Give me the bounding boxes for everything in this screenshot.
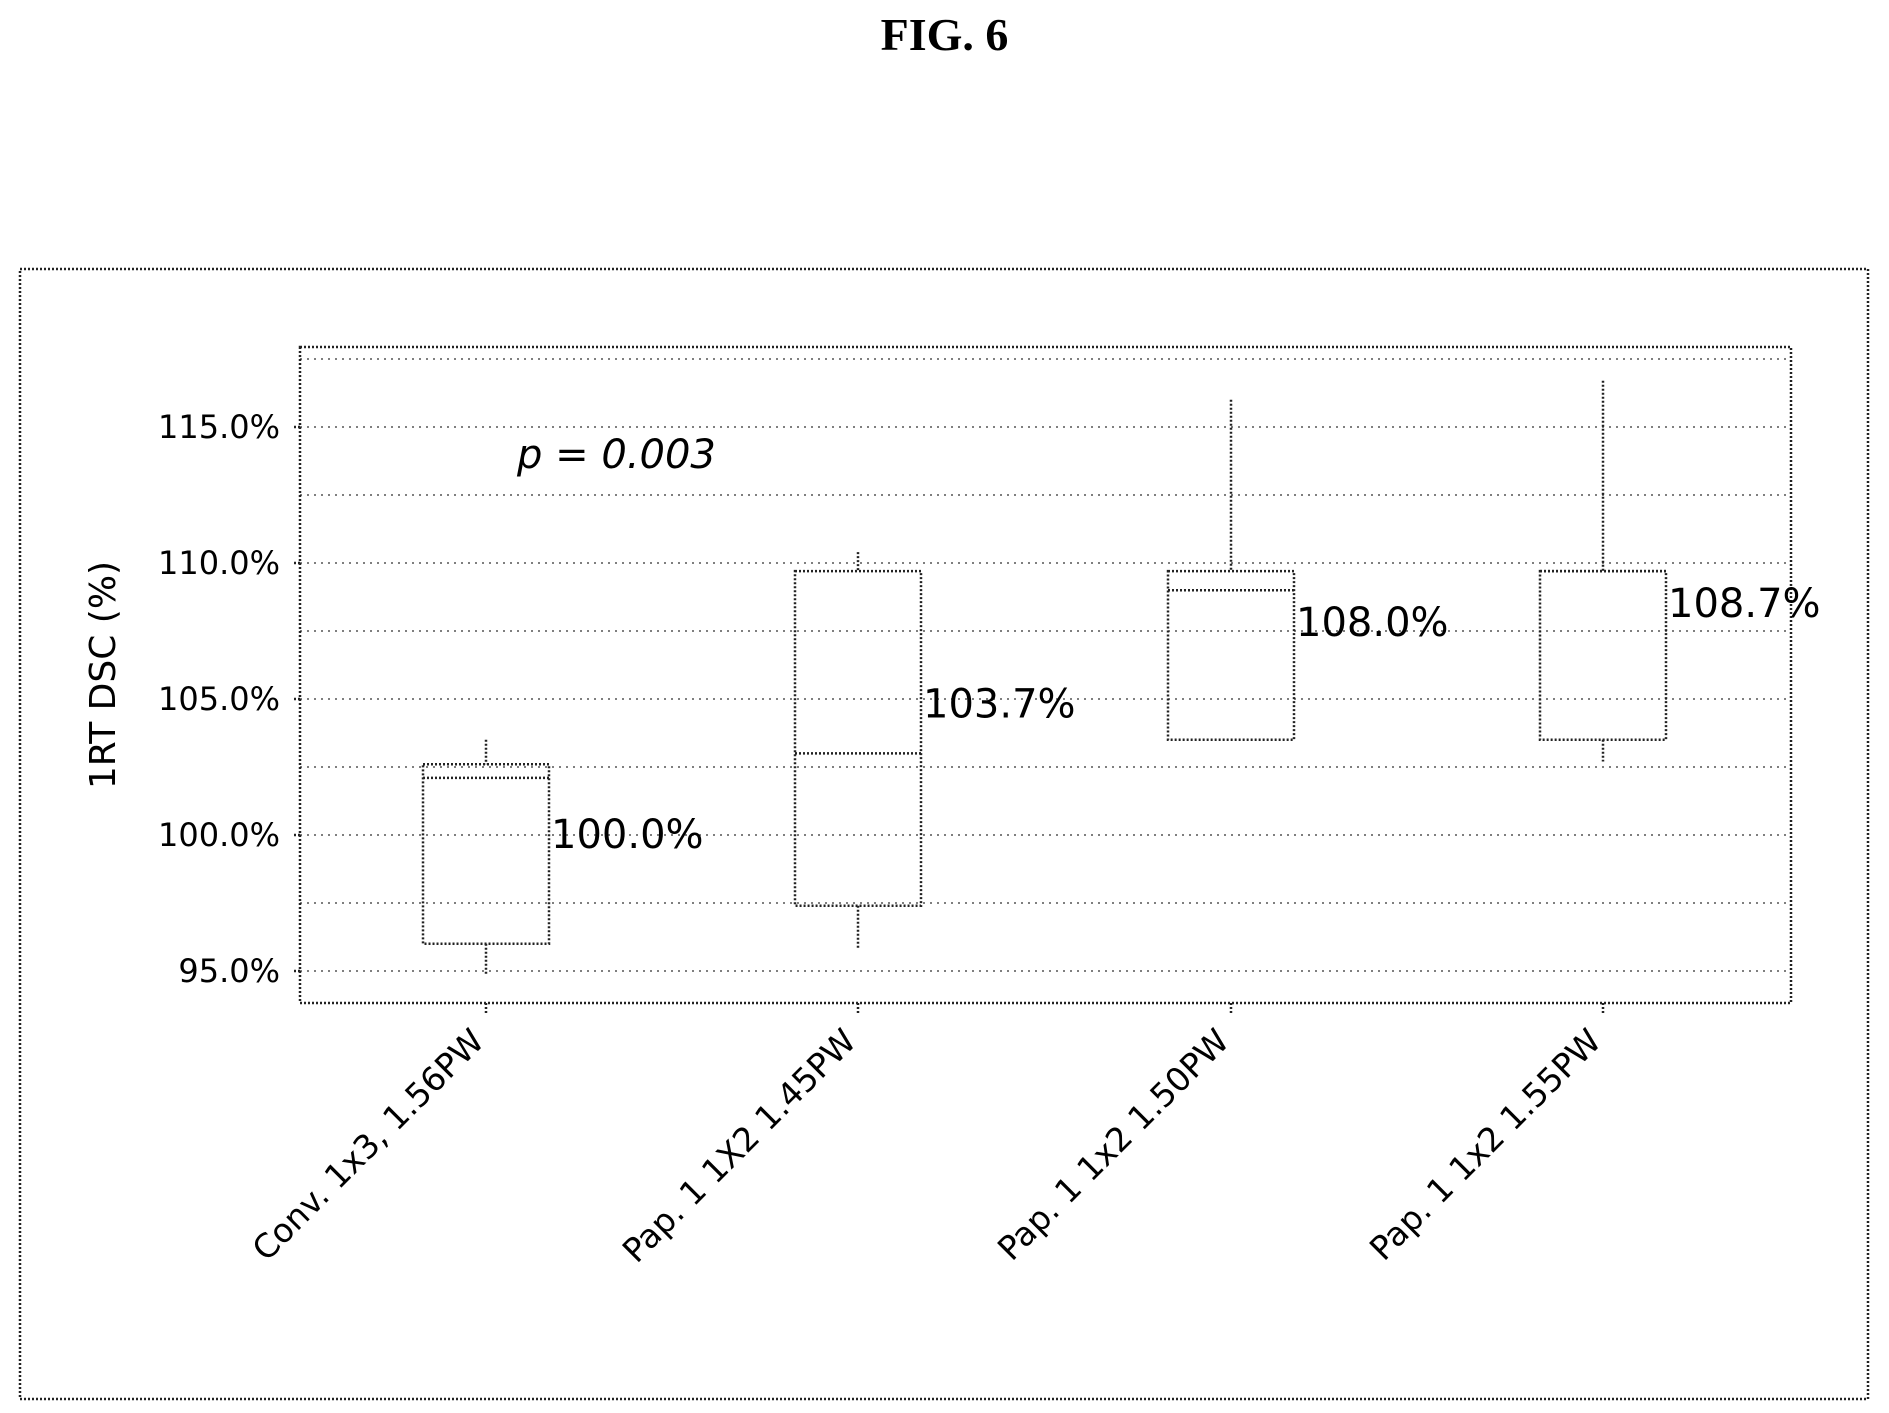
plot-area-frame — [298, 345, 1793, 1005]
y-axis-label: 1RT DSC (%) — [83, 561, 124, 789]
p-value-annotation: p = 0.003 — [516, 432, 716, 478]
box-value-label: 108.7% — [1668, 581, 1821, 627]
box-iqr — [793, 569, 923, 907]
x-tick-label: Pap. 1 1x2 1.50PW — [990, 1021, 1237, 1268]
x-tick-label: Pap. 1 1x2 1.55PW — [1362, 1021, 1609, 1268]
x-tick-label: Pap. 1 1X2 1.45PW — [615, 1021, 864, 1270]
y-tick-label: 95.0% — [178, 952, 280, 990]
box-iqr — [1166, 569, 1296, 742]
box-group: 108.0% — [1166, 399, 1449, 742]
y-tick-label: 105.0% — [158, 680, 280, 718]
box-value-label: 108.0% — [1296, 600, 1449, 646]
figure-title: FIG. 6 — [880, 9, 1009, 60]
box-value-label: 100.0% — [551, 812, 704, 858]
x-axis: Conv. 1x3, 1.56PW Pap. 1 1X2 1.45PW Pap. 1… — [244, 1003, 1609, 1270]
boxes-layer: 100.0% 103.7% 108.0% 108.7% — [421, 380, 1821, 974]
box-group: 108.7% — [1538, 380, 1821, 762]
x-tick-label: Conv. 1x3, 1.56PW — [244, 1021, 491, 1268]
box-value-label: 103.7% — [923, 681, 1076, 727]
y-tick-label: 115.0% — [158, 408, 280, 446]
y-tick-label: 110.0% — [158, 544, 280, 582]
box-group: 100.0% — [421, 739, 704, 974]
box-iqr — [1538, 569, 1668, 742]
y-axis: 95.0% 100.0% 105.0% 110.0% 115.0% — [158, 408, 300, 990]
box-group: 103.7% — [793, 552, 1076, 950]
box-iqr — [421, 763, 551, 946]
y-tick-label: 100.0% — [158, 816, 280, 854]
outer-frame — [18, 267, 1870, 1401]
